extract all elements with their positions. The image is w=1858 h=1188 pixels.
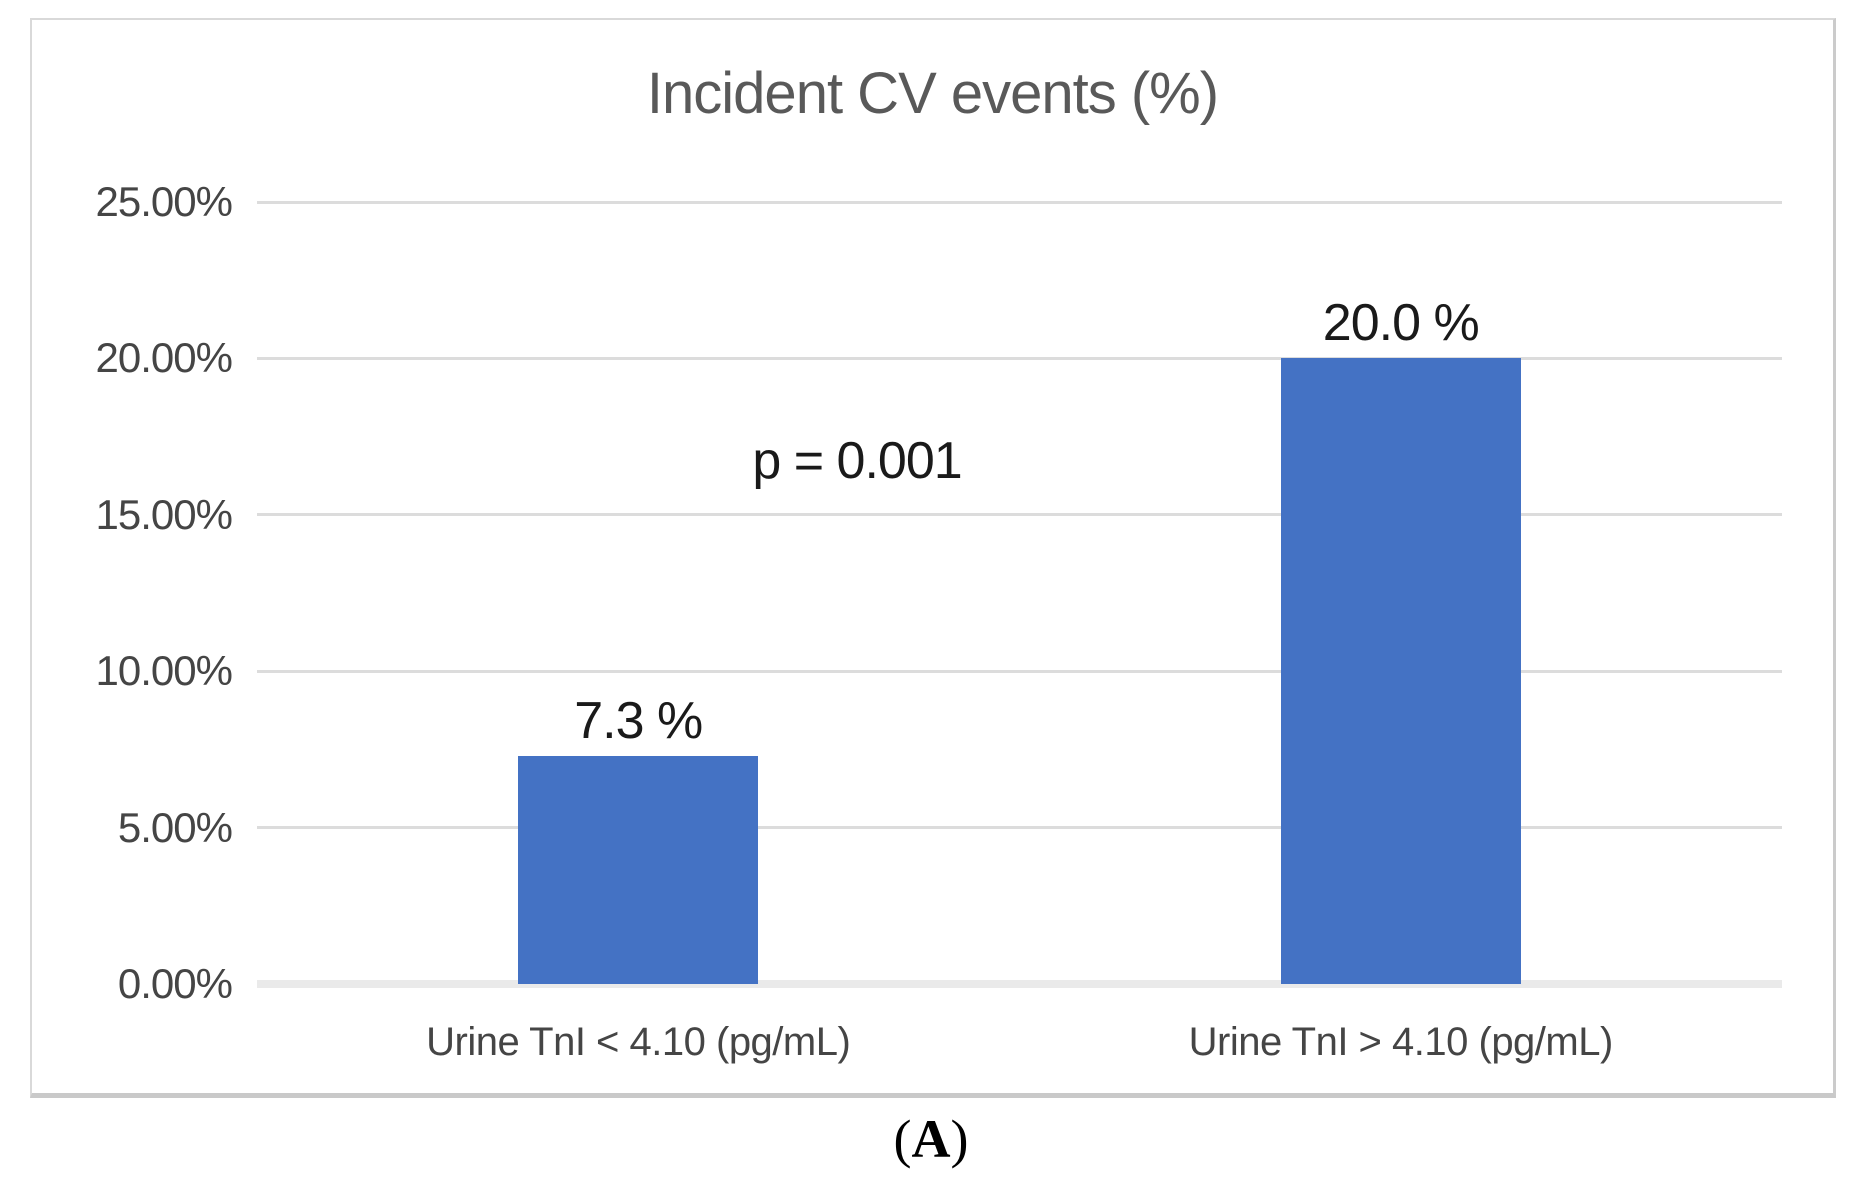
gridline bbox=[257, 200, 1782, 204]
y-tick-label: 25.00% bbox=[95, 178, 233, 225]
x-category-label: Urine TnI > 4.10 (pg/mL) bbox=[1188, 1020, 1614, 1064]
x-category-label: Urine TnI < 4.10 (pg/mL) bbox=[426, 1020, 851, 1064]
gridline bbox=[257, 669, 1782, 673]
y-tick-label: 15.00% bbox=[95, 490, 233, 538]
chart-title: Incident CV events (%) bbox=[646, 61, 1219, 126]
y-tick-label: 5.00% bbox=[117, 803, 233, 851]
y-tick-label: 20.00% bbox=[95, 334, 233, 382]
plot-area: p = 0.001 25.00% 20.00% 15.00% 10.00% 5.00% 0… bbox=[96, 178, 1782, 1064]
y-tick-label: 10.00% bbox=[95, 647, 233, 695]
caption-close-paren: ) bbox=[950, 1109, 969, 1169]
y-tick-label: 0.00% bbox=[117, 960, 233, 1007]
x-axis-baseline bbox=[257, 980, 1782, 988]
gridline bbox=[257, 826, 1782, 830]
bar-value-label: 7.3 % bbox=[574, 692, 703, 750]
gridline bbox=[257, 513, 1782, 517]
bar bbox=[518, 756, 759, 984]
chart-frame: Incident CV events (%) p = 0.001 25.00% 2… bbox=[30, 18, 1836, 1098]
caption-letter: A bbox=[911, 1109, 951, 1169]
figure-caption: (A) bbox=[0, 1108, 1858, 1170]
bar-value-label: 20.0 % bbox=[1322, 294, 1480, 352]
gridline bbox=[257, 356, 1782, 360]
p-value-annotation: p = 0.001 bbox=[752, 432, 962, 490]
caption-open-paren: ( bbox=[893, 1109, 912, 1169]
bar bbox=[1280, 358, 1521, 984]
